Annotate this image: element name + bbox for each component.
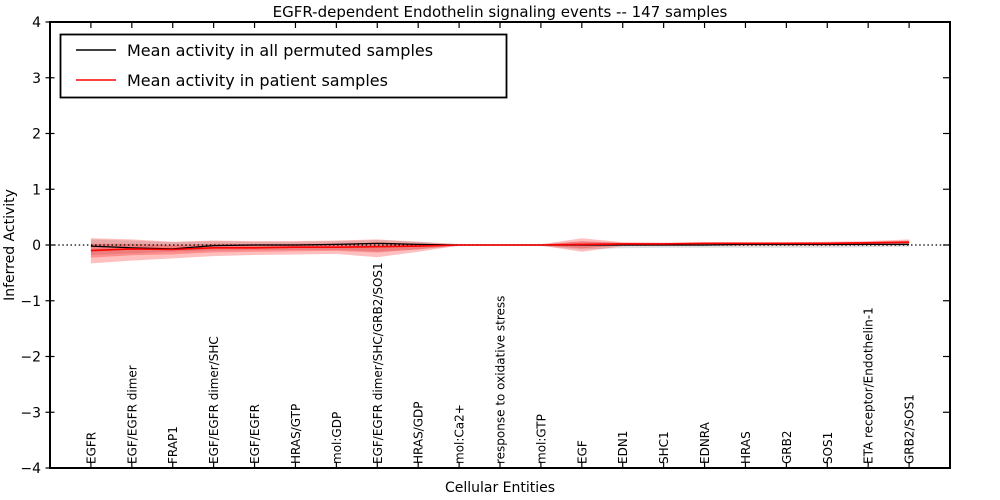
series-line-patient — [90, 241, 910, 252]
x-category-label: response to oxidative stress — [494, 296, 508, 464]
x-category-label: mol:GTP — [534, 414, 548, 464]
legend-label-permuted: Mean activity in all permuted samples — [127, 41, 433, 60]
x-category-label: SHC1 — [657, 431, 671, 464]
x-category-label: SOS1 — [821, 432, 835, 464]
y-axis-label: Inferred Activity — [2, 189, 18, 301]
legend-box — [59, 33, 508, 99]
x-category-label: GRB2/SOS1 — [903, 394, 917, 464]
x-category-label: EDN1 — [616, 431, 630, 464]
x-category-label: EGF/EGFR dimer/SHC/GRB2/SOS1 — [371, 262, 385, 464]
plot-area: 4 3 2 1 0 −1 −2 −3 −4 EGFR EGF/EGFR dimer FRAP1 EGF/… — [20, 15, 950, 477]
y-tick-label: 1 — [32, 182, 41, 198]
y-tick-label: 2 — [32, 127, 41, 143]
x-category-label: mol:Ca2+ — [453, 404, 467, 464]
x-category-label: GRB2 — [780, 430, 794, 464]
x-category-label: mol:GDP — [330, 412, 344, 464]
x-category-label: EGFR — [84, 432, 98, 464]
legend: Mean activity in all permuted samples Me… — [59, 33, 508, 99]
y-tick-label: 4 — [32, 15, 41, 31]
x-category-label: EDNRA — [698, 421, 712, 464]
y-tick-label: −1 — [20, 294, 41, 310]
x-category-label: EGF/EGFR — [248, 404, 262, 464]
x-category-label: FRAP1 — [166, 426, 180, 464]
x-category-label: HRAS — [739, 431, 753, 464]
x-category-label: EGF/EGFR dimer — [125, 365, 139, 464]
x-category-label: HRAS/GTP — [289, 404, 303, 464]
y-tick-label: −4 — [20, 461, 41, 477]
x-category-label: EGF — [575, 440, 589, 464]
y-tick-label: 3 — [32, 71, 41, 87]
y-tick-label: 0 — [32, 238, 41, 254]
x-category-label: ETA receptor/Endothelin-1 — [862, 307, 876, 464]
y-tick-label: −2 — [20, 350, 41, 366]
x-category-label: EGF/EGFR dimer/SHC — [207, 336, 221, 464]
y-tick-label: −3 — [20, 405, 41, 421]
chart-title: EGFR-dependent Endothelin signaling even… — [273, 3, 728, 21]
x-category-label: HRAS/GDP — [412, 401, 426, 464]
x-axis-label: Cellular Entities — [445, 480, 555, 496]
legend-label-patient: Mean activity in patient samples — [127, 71, 388, 90]
